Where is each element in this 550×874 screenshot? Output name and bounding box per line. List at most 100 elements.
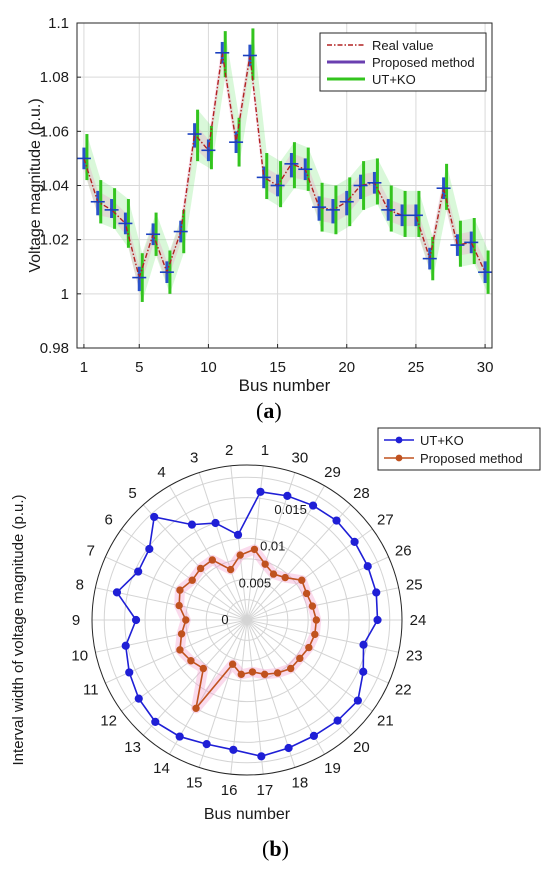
y-tick-label: 1.08	[40, 69, 69, 86]
proposed-point	[236, 551, 244, 559]
ut-ko-point	[202, 740, 211, 749]
proposed-point	[260, 670, 269, 679]
angular-gridline	[142, 619, 248, 736]
angular-gridline	[246, 619, 373, 712]
angular-gridline	[198, 472, 248, 621]
caption-b-open: (	[262, 836, 270, 861]
angular-tick-label: 17	[257, 782, 274, 799]
angular-tick-label: 5	[128, 485, 136, 502]
ut-ko-point	[233, 530, 243, 539]
x-tick-label: 25	[408, 359, 425, 376]
proposed-point	[312, 616, 321, 624]
angular-gridline	[105, 556, 248, 621]
ut-ko-point	[150, 512, 159, 522]
ut-ko-point	[187, 520, 197, 529]
chart-a: 1 5 10 15 20 25 300.9811.021.041.061.081.1Bus …	[27, 15, 493, 395]
proposed-point	[248, 668, 257, 676]
proposed-point	[298, 576, 306, 584]
ut-ko-point	[121, 641, 130, 650]
proposed-point	[176, 586, 184, 594]
ut-ko-point	[256, 487, 265, 496]
legend-entry: Proposed method	[372, 55, 475, 70]
angular-gridline	[246, 619, 352, 736]
y-axis-label: Voltage magnitude (p.u.)	[27, 98, 44, 272]
ut-ko-point	[332, 516, 341, 525]
ut-ko-point	[309, 731, 318, 740]
proposed-envelope	[83, 41, 486, 292]
radial-tick-label: 0	[221, 612, 228, 627]
radial-tick-label: 0.005	[239, 575, 272, 590]
ut-ko-point	[359, 640, 368, 649]
angular-gridline	[169, 485, 248, 621]
proposed-point	[226, 565, 235, 574]
proposed-point	[192, 704, 200, 713]
ut-ko-point	[308, 501, 318, 510]
y-tick-label: 1	[61, 286, 69, 303]
ut-ko-point	[131, 615, 141, 625]
angular-tick-label: 27	[377, 511, 394, 528]
ut-ko-point	[229, 745, 238, 754]
angular-gridline	[169, 619, 248, 755]
angular-tick-label: 29	[324, 464, 341, 481]
ut-ko-point	[125, 668, 134, 677]
proposed-point	[308, 602, 317, 610]
angular-tick-label: 20	[353, 739, 370, 756]
angular-tick-label: 24	[410, 612, 427, 629]
angular-tick-label: 9	[72, 612, 80, 629]
x-tick-label: 30	[477, 359, 494, 376]
angular-gridline	[230, 465, 248, 621]
angular-tick-label: 8	[76, 576, 84, 593]
ut-ko-envelope	[86, 28, 489, 302]
ut-ko-point	[373, 615, 382, 625]
caption-a-close: )	[274, 398, 282, 423]
angular-tick-label: 3	[190, 449, 198, 466]
proposed-point	[182, 616, 190, 624]
proposed-point	[196, 564, 205, 573]
ut-ko-point	[112, 588, 122, 597]
angular-tick-label: 2	[225, 442, 233, 459]
angular-tick-label: 28	[353, 485, 370, 502]
caption-a-open: (	[256, 398, 264, 423]
radial-tick-label: 0.015	[274, 502, 307, 517]
ut-ko-point	[283, 491, 292, 500]
y-tick-label: 1.04	[40, 178, 69, 195]
proposed-point	[177, 630, 186, 638]
x-tick-label: 1	[80, 359, 88, 376]
angular-tick-label: 26	[395, 542, 412, 559]
angular-gridline	[246, 619, 399, 653]
legend-entry: Real value	[372, 38, 433, 53]
caption-b-letter: b	[269, 836, 282, 861]
ut-ko-point	[353, 696, 362, 705]
angular-gridline	[121, 619, 248, 712]
x-tick-label: 5	[135, 359, 143, 376]
ut-ko-point	[257, 752, 266, 761]
y-axis-label: Interval width of voltage magnitude (p.u…	[10, 495, 27, 766]
proposed-point	[228, 660, 237, 668]
angular-tick-label: 6	[104, 511, 112, 528]
ut-ko-point	[175, 732, 184, 741]
angular-tick-label: 12	[100, 713, 117, 730]
angular-gridline	[142, 504, 248, 621]
angular-tick-label: 19	[324, 760, 341, 777]
proposed-point	[199, 664, 208, 673]
angular-tick-label: 23	[406, 648, 423, 665]
angular-gridline	[95, 619, 248, 653]
outer-ring	[91, 464, 403, 776]
ut-ko-point	[134, 694, 143, 703]
legend-box	[377, 427, 541, 471]
caption-a: (a)	[256, 398, 282, 424]
ut-ko-point	[333, 716, 342, 725]
ut-ko-point	[211, 518, 220, 528]
angular-tick-label: 22	[395, 682, 412, 699]
angular-tick-label: 11	[83, 682, 99, 699]
x-tick-label: 15	[269, 359, 286, 376]
angular-gridline	[246, 504, 352, 621]
proposed-point	[237, 670, 245, 679]
legend-entry: UT+KO	[420, 433, 464, 448]
y-tick-label: 0.98	[40, 340, 69, 357]
proposed-point	[175, 601, 183, 610]
angular-tick-label: 16	[221, 782, 238, 799]
x-axis-label: Bus number	[204, 806, 291, 823]
proposed-point	[261, 560, 269, 568]
